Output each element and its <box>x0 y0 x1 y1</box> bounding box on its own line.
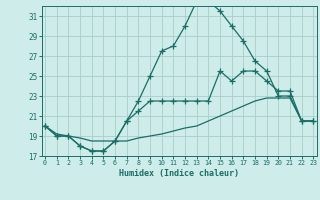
X-axis label: Humidex (Indice chaleur): Humidex (Indice chaleur) <box>119 169 239 178</box>
